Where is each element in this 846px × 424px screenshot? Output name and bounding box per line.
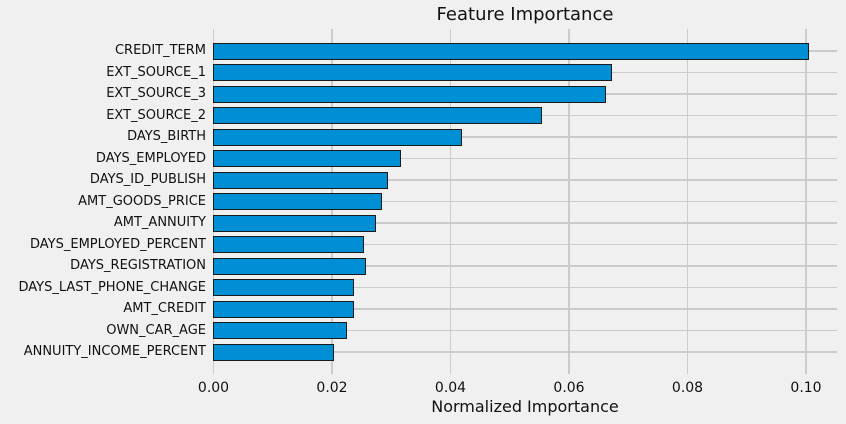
y-tick-label: EXT_SOURCE_2	[106, 107, 206, 123]
y-tick-label: CREDIT_TERM	[114, 43, 206, 58]
x-tick-label: 0.00	[197, 380, 230, 396]
y-tick-label: DAYS_BIRTH	[127, 129, 206, 144]
y-tick-label: DAYS_EMPLOYED	[95, 150, 206, 166]
bar	[213, 171, 388, 189]
y-gridline	[213, 243, 837, 246]
bar	[213, 214, 376, 232]
y-tick-label: OWN_CAR_AGE	[106, 322, 206, 338]
x-axis-label: Normalized Importance	[431, 397, 619, 416]
x-tick-label: 0.10	[790, 380, 822, 396]
y-gridline	[213, 286, 837, 289]
y-tick-label: DAYS_REGISTRATION	[70, 258, 206, 273]
y-tick-label: AMT_GOODS_PRICE	[78, 193, 206, 209]
x-tick-label: 0.04	[434, 380, 467, 396]
y-tick-label: DAYS_EMPLOYED_PERCENT	[30, 236, 206, 252]
bar	[213, 236, 364, 253]
chart-title: Feature Importance	[436, 4, 614, 25]
y-tick-label: EXT_SOURCE_1	[106, 64, 206, 80]
bar	[213, 107, 542, 124]
bar	[213, 343, 334, 361]
bar	[213, 193, 382, 210]
y-gridline	[213, 179, 837, 181]
y-gridline	[213, 222, 837, 224]
y-gridline	[213, 200, 837, 203]
x-tick-label: 0.08	[671, 380, 704, 396]
bar	[213, 257, 366, 275]
y-tick-label: AMT_ANNUITY	[113, 215, 206, 230]
bar	[213, 128, 462, 146]
bar	[213, 322, 347, 339]
y-gridline	[213, 157, 837, 160]
y-gridline	[213, 351, 837, 353]
y-tick-label: EXT_SOURCE_3	[106, 86, 206, 101]
y-gridline	[213, 265, 837, 267]
bar	[213, 85, 606, 103]
y-tick-label: DAYS_LAST_PHONE_CHANGE	[18, 279, 206, 295]
bar	[213, 64, 612, 81]
x-tick-label: 0.06	[553, 380, 585, 396]
x-tick-label: 0.02	[316, 380, 348, 396]
y-gridline	[213, 308, 837, 310]
bar	[213, 42, 809, 60]
bar	[213, 150, 401, 167]
y-tick-label: DAYS_ID_PUBLISH	[89, 172, 206, 187]
y-gridline	[213, 136, 837, 138]
y-gridline	[213, 329, 837, 332]
bar	[213, 300, 354, 318]
bar	[213, 279, 354, 296]
y-tick-label: AMT_CREDIT	[123, 301, 206, 316]
y-tick-label: ANNUITY_INCOME_PERCENT	[23, 344, 206, 359]
